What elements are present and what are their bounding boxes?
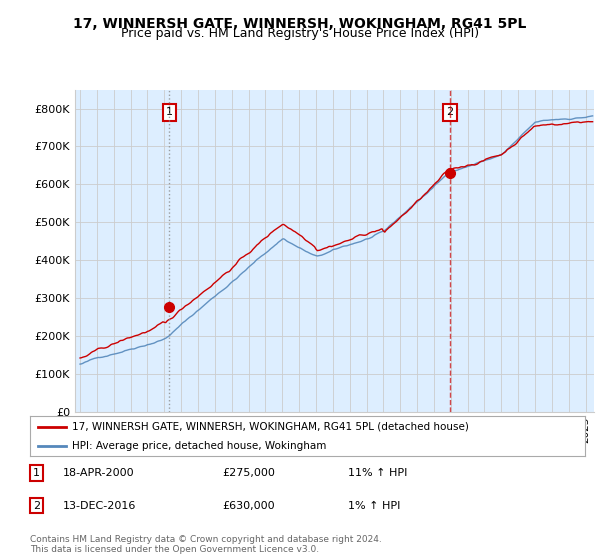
Text: 18-APR-2000: 18-APR-2000 — [63, 468, 134, 478]
Text: 11% ↑ HPI: 11% ↑ HPI — [348, 468, 407, 478]
Text: Price paid vs. HM Land Registry's House Price Index (HPI): Price paid vs. HM Land Registry's House … — [121, 27, 479, 40]
Text: HPI: Average price, detached house, Wokingham: HPI: Average price, detached house, Woki… — [71, 441, 326, 450]
Text: 2: 2 — [33, 501, 40, 511]
Text: 17, WINNERSH GATE, WINNERSH, WOKINGHAM, RG41 5PL: 17, WINNERSH GATE, WINNERSH, WOKINGHAM, … — [73, 17, 527, 31]
Text: 1% ↑ HPI: 1% ↑ HPI — [348, 501, 400, 511]
Text: 2: 2 — [446, 108, 454, 118]
Text: 1: 1 — [33, 468, 40, 478]
Text: 17, WINNERSH GATE, WINNERSH, WOKINGHAM, RG41 5PL (detached house): 17, WINNERSH GATE, WINNERSH, WOKINGHAM, … — [71, 422, 469, 432]
Text: 1: 1 — [166, 108, 173, 118]
Text: £630,000: £630,000 — [222, 501, 275, 511]
Text: Contains HM Land Registry data © Crown copyright and database right 2024.
This d: Contains HM Land Registry data © Crown c… — [30, 535, 382, 554]
Text: £275,000: £275,000 — [222, 468, 275, 478]
Text: 13-DEC-2016: 13-DEC-2016 — [63, 501, 136, 511]
